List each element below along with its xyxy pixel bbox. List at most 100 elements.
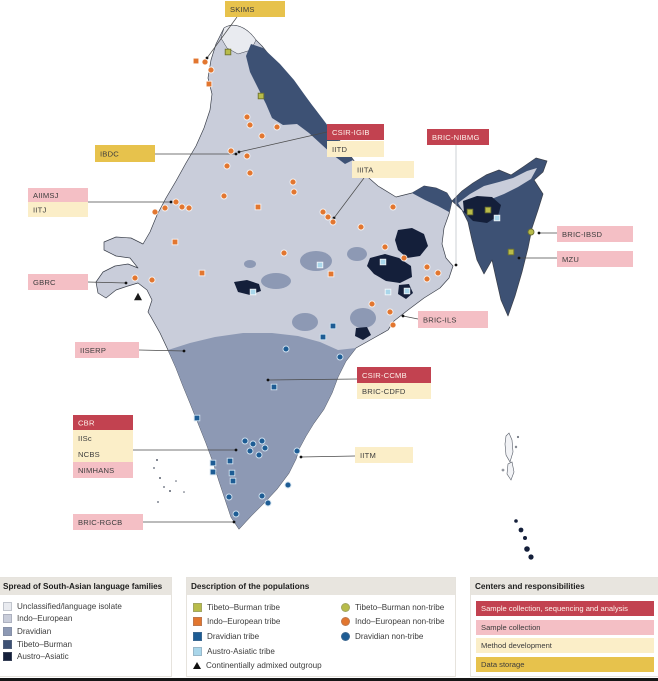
label-text-csir-igib: CSIR-IGIB	[332, 128, 370, 137]
label-box-bric-rgcb	[73, 514, 143, 530]
legend-item-dr-tribe: Dravidian tribe	[193, 629, 341, 644]
label-box-bric-nibmg	[427, 129, 489, 145]
chip-data-storage: Data storage	[476, 656, 654, 672]
marker-indo-european-non-tribe	[185, 204, 193, 212]
label-text-bric-cdfd: BRIC-CDFD	[362, 387, 406, 396]
label-box-aiimsj	[28, 188, 88, 202]
label-box-skims	[225, 1, 285, 17]
marker-dravidian-non-tribe	[293, 447, 301, 455]
swatch-tibeto-burman	[3, 639, 12, 649]
marker-indo-european-non-tribe	[289, 178, 297, 186]
marker-dravidian-tribe	[270, 383, 278, 391]
marker-tibeto-burman-non-tribe	[527, 228, 535, 236]
marker-indo-european-tribe	[198, 269, 206, 277]
leader-dot-iitj	[169, 200, 173, 204]
marker-dravidian-non-tribe	[336, 353, 344, 361]
legend-item-tibeto-burman: Tibeto–Burman	[3, 638, 171, 651]
marker-indo-european-tribe	[327, 270, 335, 278]
label-text-iiita: IIITA	[357, 165, 374, 174]
marker-continentally-admixed-outgroup	[134, 292, 142, 301]
swatch-austro-asiatic	[3, 652, 12, 662]
marker-indo-european-non-tribe	[151, 208, 159, 216]
swatch-aa-tribe-square	[193, 646, 202, 656]
legend-strip: Spread of South-Asian language families …	[0, 577, 658, 678]
marker-indo-european-non-tribe	[243, 113, 251, 121]
marker-dravidian-non-tribe	[261, 444, 269, 452]
legend-centers: Centers and responsibilities Sample coll…	[470, 577, 658, 677]
marker-dravidian-non-tribe	[232, 510, 240, 518]
swatch-ie-nontribe-circle	[341, 617, 350, 627]
label-text-aiimsj: AIIMSJ	[33, 191, 59, 200]
marker-indo-european-non-tribe	[131, 274, 139, 282]
leader-dot-csir-ccmb	[266, 378, 270, 382]
region-austro-asiatic-meghalaya	[463, 196, 501, 223]
marker-indo-european-tribe	[192, 57, 200, 65]
legend-populations-title: Description of the populations	[187, 578, 455, 595]
leader-line-iiserp	[138, 349, 185, 352]
label-text-iitm: IITM	[360, 451, 376, 460]
legend-item-tb-nontribe: Tibeto–Burman non-tribe	[341, 600, 453, 615]
label-text-iiserp: IISERP	[80, 346, 106, 355]
legend-populations: Description of the populations Tibeto–Bu…	[186, 577, 456, 677]
label-box-iitd	[327, 141, 384, 157]
label-text-iisc: IISc	[78, 434, 92, 443]
legend-item-outgroup: Continentially admixed outgroup	[193, 658, 341, 673]
region-tibeto-burman-north	[246, 44, 353, 164]
marker-dravidian-non-tribe	[241, 437, 249, 445]
label-box-cbr	[73, 415, 133, 430]
legend-item-dr-nontribe: Dravidian non-tribe	[341, 629, 453, 644]
marker-tibeto-burman-tribe	[466, 208, 474, 216]
label-box-bric-cdfd	[357, 383, 431, 399]
label-text-ibdc: IBDC	[100, 149, 119, 158]
leader-dot-mzu	[517, 256, 521, 260]
chip-sample-collection-sequencing-analysis: Sample collection, sequencing and analys…	[476, 601, 654, 616]
region-austro-asiatic-blobs	[234, 228, 428, 340]
legend-item-ie-nontribe: Indo–European non-tribe	[341, 615, 453, 630]
leader-line-iitm	[300, 455, 356, 458]
label-box-iiserp	[75, 342, 139, 358]
marker-indo-european-non-tribe	[258, 132, 266, 140]
marker-dravidian-non-tribe	[258, 492, 266, 500]
leader-line-bric-ils	[402, 315, 419, 320]
india-map-svg: SKIMS IBDC CSIR-IGIB IITD IIITA BRIC-NIBMG AII…	[28, 1, 633, 560]
leader-dot-ncbs	[234, 448, 238, 452]
marker-indo-european-non-tribe	[227, 147, 235, 155]
marker-dravidian-non-tribe	[264, 499, 272, 507]
label-text-bric-nibmg: BRIC-NIBMG	[432, 133, 480, 142]
marker-dravidian-non-tribe	[258, 437, 266, 445]
leader-lines-layer	[87, 16, 557, 524]
marker-indo-european-non-tribe	[381, 243, 389, 251]
leader-dot-bric-rgcb	[232, 520, 236, 524]
andaman-islands	[501, 432, 520, 481]
swatch-dravidian	[3, 626, 12, 636]
marker-indo-european-non-tribe	[319, 208, 327, 216]
marker-indo-european-non-tribe	[324, 213, 332, 221]
leader-dot-skims	[205, 56, 209, 60]
swatch-ie-tribe-square	[193, 617, 202, 627]
chip-method-development: Method development	[476, 638, 654, 653]
marker-indo-european-non-tribe	[434, 269, 442, 277]
marker-indo-european-tribe	[171, 238, 179, 246]
label-box-mzu	[557, 251, 633, 267]
marker-indo-european-non-tribe	[246, 121, 254, 129]
region-tibeto-burman-northeast	[451, 157, 548, 317]
lakshadweep-islands	[153, 459, 185, 503]
marker-dravidian-tribe	[209, 459, 217, 467]
marker-indo-european-non-tribe	[386, 308, 394, 316]
leader-dot-gbrc	[124, 281, 128, 285]
label-box-csir-ccmb	[357, 367, 431, 383]
marker-indo-european-tribe	[205, 80, 213, 88]
marker-indo-european-non-tribe	[329, 218, 337, 226]
marker-indo-european-non-tribe	[357, 223, 365, 231]
marker-austro-asiatic-tribe	[493, 214, 501, 222]
leader-line-gbrc	[87, 281, 127, 284]
label-text-bric-rgcb: BRIC-RGCB	[78, 518, 122, 527]
label-box-ncbs	[73, 446, 133, 462]
marker-austro-asiatic-tribe	[249, 288, 257, 296]
legend-item-ie-tribe: Indo–European tribe	[193, 615, 341, 630]
legend-item-unclassified: Unclassified/language isolate	[3, 600, 171, 613]
marker-dravidian-non-tribe	[255, 451, 263, 459]
marker-dravidian-tribe	[319, 333, 327, 341]
legend-centers-title: Centers and responsibilities	[471, 578, 658, 595]
marker-tibeto-burman-tribe	[257, 92, 265, 100]
